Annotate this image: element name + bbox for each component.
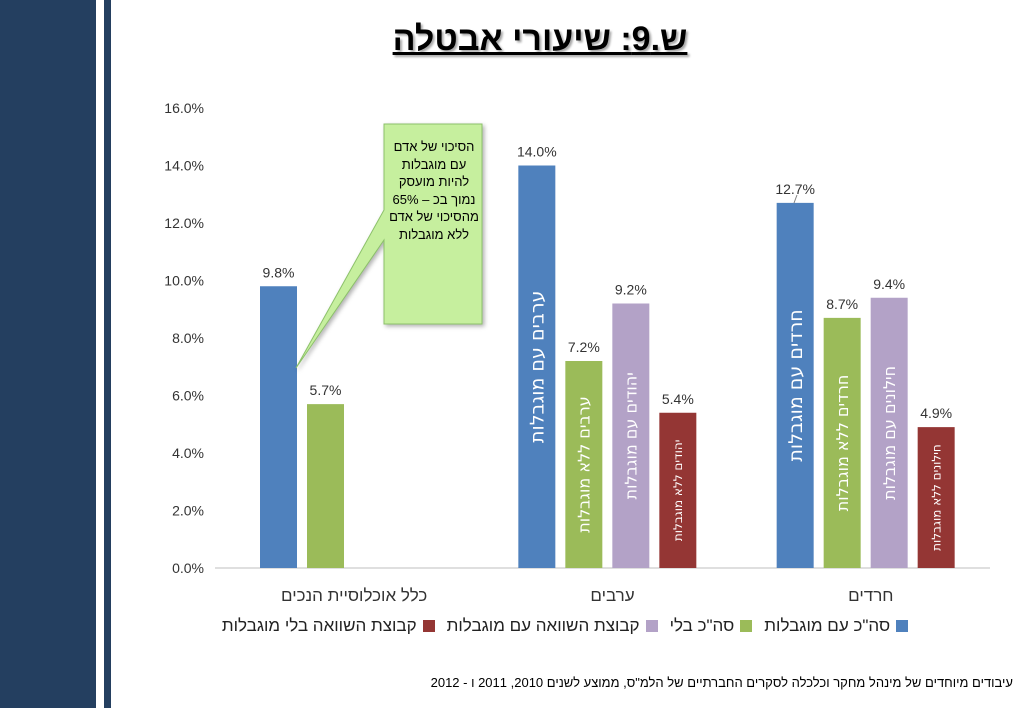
legend-label: קבוצת השוואה בלי מוגבלות (221, 616, 417, 635)
bar (260, 286, 297, 568)
x-tick-label: חרדים (848, 586, 893, 605)
legend-label: קבוצת השוואה עם מוגבלות (446, 616, 640, 635)
y-tick-label: 16.0% (164, 100, 204, 116)
bar-inner-label: ערבים עם מוגבלות (526, 291, 548, 443)
bar-inner-label: ערבים ללא מוגבלות (574, 396, 593, 533)
y-tick-label: 14.0% (164, 158, 204, 174)
data-label: 9.8% (263, 264, 295, 280)
bar-inner-label: חרדים עם מוגבלות (785, 309, 807, 461)
bar-inner-label: יהודים עם מוגבלות (621, 372, 640, 499)
bar-inner-label: יהודים ללא מוגבלות (671, 440, 685, 542)
side-band (0, 0, 96, 708)
callout-box (295, 123, 483, 369)
side-stripe (104, 0, 111, 708)
bar-inner-label: חילונים עם מוגבלות (880, 366, 899, 500)
bar-inner-label: חילונים ללא מוגבלות (929, 444, 943, 551)
callout-shape (295, 123, 483, 369)
data-label: 9.2% (615, 282, 647, 298)
x-tick-label: כלל אוכלוסיית הנכים (281, 586, 427, 605)
data-label: 7.2% (568, 339, 600, 355)
bar (518, 165, 556, 568)
y-tick-label: 10.0% (164, 273, 204, 289)
data-label: 12.7% (775, 181, 815, 197)
data-label: 14.0% (517, 144, 557, 160)
data-label: 5.4% (662, 391, 694, 407)
bar (776, 202, 814, 568)
y-tick-label: 0.0% (172, 560, 204, 576)
callout-text: הסיכוי של אדם עם מוגבלות להיות מועסק נמו… (389, 139, 479, 242)
bar-inner-label: חרדים ללא מוגבלות (833, 375, 852, 512)
bar (823, 317, 861, 568)
x-tick-label: ערבים (590, 586, 634, 605)
leader-line (793, 194, 798, 204)
chart-axes: 0.0% 2.0% 4.0% 6.0% 8.0% 10.0% 12.0% 14.0% 16.0%… (164, 100, 990, 605)
legend-item: סה"כ עם מוגבלות (764, 616, 909, 636)
footnote: עיבודים מיוחדים של מינהל מחקר וכלכלה לסק… (430, 675, 1013, 690)
bar (659, 412, 697, 568)
legend-swatch (645, 620, 658, 632)
y-tick-label: 8.0% (172, 330, 204, 346)
legend-item: קבוצת השוואה עם מוגבלות (447, 616, 658, 636)
y-tick-label: 6.0% (172, 388, 204, 404)
legend-swatch (740, 620, 753, 632)
legend-item: סה"כ בלי (670, 616, 753, 636)
data-label: 5.7% (310, 382, 342, 398)
y-tick-label: 12.0% (164, 215, 204, 231)
slide-title: ש.9: שיעורי אבטלה (392, 20, 688, 58)
bar (565, 361, 603, 568)
legend-swatch (896, 620, 909, 632)
chart-bars: 9.8% 5.7% 14.0% ערבים עם מוגבלות 7.2% ערבים ל… (260, 144, 955, 568)
legend-label: סה"כ עם מוגבלות (764, 616, 891, 635)
bar (307, 404, 344, 568)
bar (917, 427, 955, 568)
y-tick-label: 2.0% (172, 503, 204, 519)
legend-label: סה"כ בלי (669, 616, 735, 635)
legend-item: קבוצת השוואה בלי מוגבלות (222, 616, 435, 636)
y-tick-label: 4.0% (172, 445, 204, 461)
legend-swatch (422, 620, 435, 632)
data-label: 9.4% (873, 276, 905, 292)
data-label: 8.7% (826, 296, 858, 312)
legend: סה"כ עם מוגבלות סה"כ בלי קבוצת השוואה עם… (150, 616, 980, 636)
bar (870, 297, 908, 568)
data-label: 4.9% (920, 405, 952, 421)
bar (612, 303, 650, 568)
